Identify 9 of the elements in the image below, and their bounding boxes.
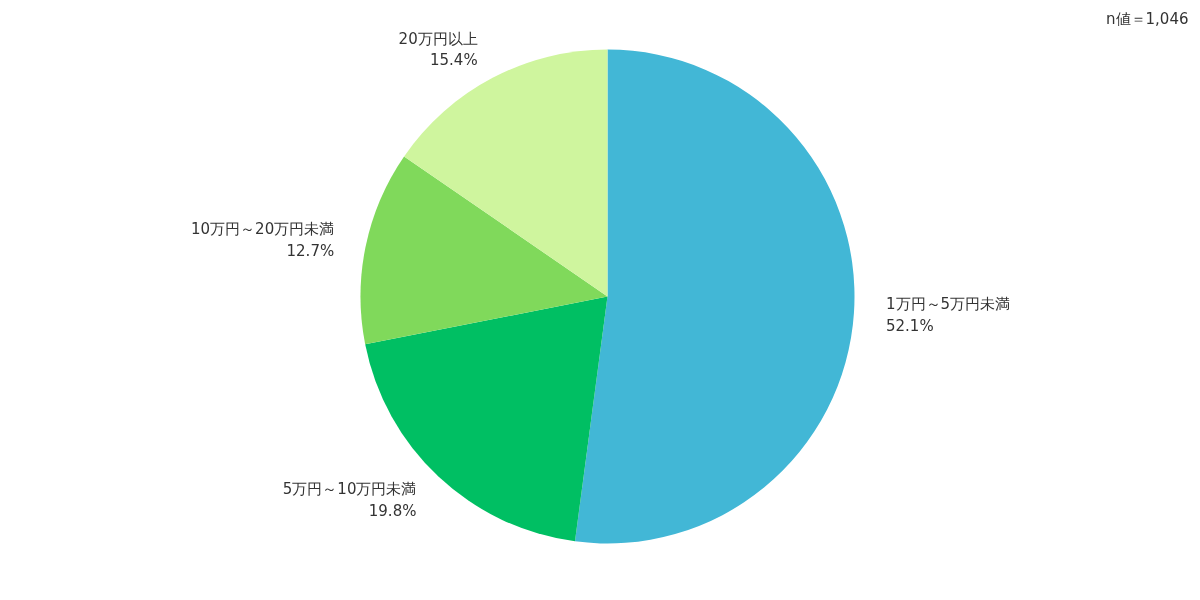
- slice-label: 5万円～10万円未満: [282, 480, 417, 499]
- data-label: 52.1%: [886, 316, 934, 335]
- data-label: 12.7%: [286, 241, 335, 260]
- data-label: 19.8%: [368, 501, 417, 520]
- slice-label: 20万円以上: [398, 29, 478, 48]
- data-label: 15.4%: [430, 51, 478, 70]
- slice-label: 10万円～20万円未満: [191, 220, 335, 239]
- text: n値＝1,046: [1106, 9, 1189, 28]
- slice-label: 1万円～5万円未満: [886, 295, 1011, 314]
